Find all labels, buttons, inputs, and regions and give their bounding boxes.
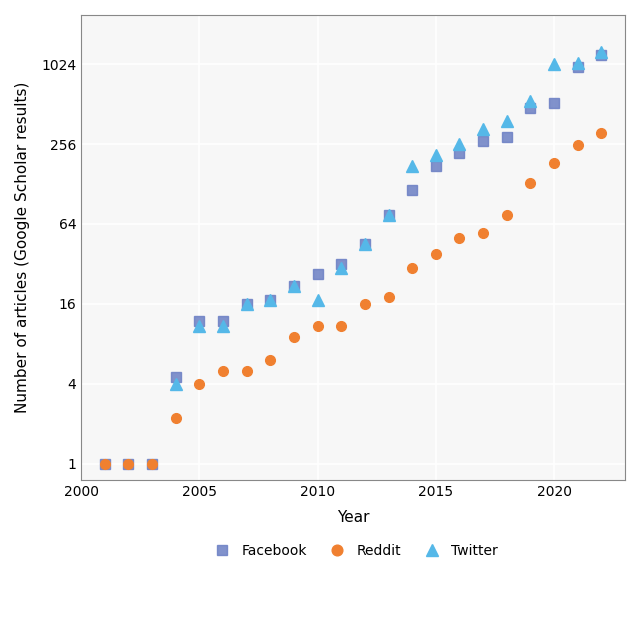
Twitter xyxy=(432,152,440,159)
Twitter xyxy=(314,296,321,304)
Facebook xyxy=(337,260,345,268)
Twitter xyxy=(550,61,558,68)
X-axis label: Year: Year xyxy=(337,510,369,525)
Twitter xyxy=(385,211,392,218)
Twitter xyxy=(195,322,203,329)
Reddit xyxy=(314,322,321,329)
Facebook xyxy=(172,373,180,381)
Reddit xyxy=(219,368,227,375)
Facebook xyxy=(125,460,132,467)
Facebook xyxy=(598,51,605,59)
Reddit xyxy=(479,229,487,236)
Reddit xyxy=(598,129,605,137)
Twitter xyxy=(456,140,463,148)
Twitter xyxy=(361,241,369,248)
Facebook xyxy=(503,133,511,140)
Twitter xyxy=(290,282,298,290)
Reddit xyxy=(125,460,132,467)
Reddit xyxy=(195,380,203,388)
Facebook xyxy=(456,149,463,157)
Facebook xyxy=(361,241,369,248)
Facebook xyxy=(195,317,203,324)
Reddit xyxy=(243,368,250,375)
Reddit xyxy=(148,460,156,467)
Facebook xyxy=(527,104,534,112)
Reddit xyxy=(385,293,392,301)
Reddit xyxy=(527,179,534,187)
Reddit xyxy=(290,333,298,341)
Twitter xyxy=(219,322,227,329)
Facebook xyxy=(243,300,250,308)
Twitter xyxy=(243,300,250,308)
Reddit xyxy=(361,300,369,308)
Reddit xyxy=(432,250,440,258)
Reddit xyxy=(266,357,274,364)
Line: Twitter: Twitter xyxy=(170,47,607,389)
Facebook xyxy=(148,460,156,467)
Twitter xyxy=(337,264,345,271)
Twitter xyxy=(503,117,511,125)
Reddit xyxy=(101,460,109,467)
Twitter xyxy=(479,125,487,133)
Line: Reddit: Reddit xyxy=(100,128,606,469)
Reddit xyxy=(408,264,416,271)
Legend: Facebook, Reddit, Twitter: Facebook, Reddit, Twitter xyxy=(202,539,504,563)
Twitter xyxy=(408,162,416,170)
Reddit xyxy=(172,414,180,422)
Reddit xyxy=(550,159,558,167)
Line: Facebook: Facebook xyxy=(100,50,606,469)
Facebook xyxy=(314,270,321,278)
Facebook xyxy=(290,282,298,290)
Facebook xyxy=(408,187,416,194)
Twitter xyxy=(527,97,534,105)
Reddit xyxy=(337,322,345,329)
Twitter xyxy=(598,49,605,56)
Y-axis label: Number of articles (Google Scholar results): Number of articles (Google Scholar resul… xyxy=(15,82,30,413)
Facebook xyxy=(432,162,440,170)
Facebook xyxy=(219,317,227,324)
Facebook xyxy=(550,99,558,107)
Facebook xyxy=(385,211,392,218)
Reddit xyxy=(456,235,463,242)
Reddit xyxy=(574,142,582,149)
Facebook xyxy=(479,137,487,145)
Reddit xyxy=(503,211,511,218)
Twitter xyxy=(574,59,582,67)
Twitter xyxy=(172,380,180,388)
Facebook xyxy=(266,296,274,304)
Facebook xyxy=(574,63,582,71)
Facebook xyxy=(101,460,109,467)
Twitter xyxy=(266,296,274,304)
